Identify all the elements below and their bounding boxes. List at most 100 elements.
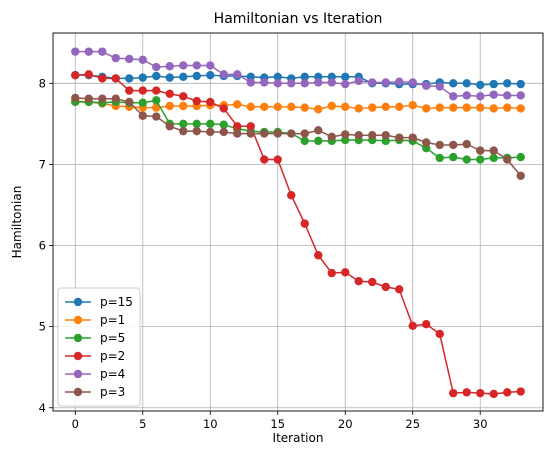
data-point bbox=[206, 97, 215, 107]
series-p=4 bbox=[71, 47, 525, 101]
data-point bbox=[233, 70, 242, 79]
data-point bbox=[138, 73, 147, 82]
data-point bbox=[246, 78, 255, 87]
data-point bbox=[341, 268, 350, 277]
data-point bbox=[395, 285, 404, 294]
data-point bbox=[327, 268, 336, 278]
data-point bbox=[300, 79, 309, 88]
legend-marker bbox=[73, 351, 83, 361]
data-point bbox=[98, 47, 107, 56]
data-point bbox=[71, 47, 80, 56]
data-point bbox=[327, 78, 336, 87]
data-point bbox=[314, 105, 323, 114]
data-point bbox=[354, 131, 363, 140]
data-point bbox=[503, 91, 512, 100]
legend-marker bbox=[73, 387, 83, 397]
legend-marker bbox=[73, 315, 83, 325]
legend-label: p=3 bbox=[100, 385, 125, 399]
data-point bbox=[206, 70, 215, 80]
data-point bbox=[489, 104, 498, 113]
series-p=3 bbox=[71, 93, 525, 180]
data-point bbox=[435, 82, 444, 91]
legend-label: p=15 bbox=[100, 295, 133, 309]
data-point bbox=[476, 146, 485, 155]
data-point bbox=[179, 119, 188, 129]
data-point bbox=[219, 70, 228, 79]
data-point bbox=[395, 133, 404, 142]
legend-label: p=4 bbox=[100, 367, 125, 381]
data-point bbox=[476, 388, 485, 398]
data-point bbox=[179, 101, 188, 111]
legend: p=15 p=1 p=5 p=2 p=4 p=3 bbox=[57, 287, 141, 407]
data-point bbox=[84, 94, 93, 103]
legend-label: p=1 bbox=[100, 313, 125, 327]
data-point bbox=[260, 78, 269, 87]
x-tick-label: 30 bbox=[473, 417, 488, 431]
data-point bbox=[489, 153, 498, 163]
data-point bbox=[354, 104, 363, 113]
chart-title: Hamiltonian vs Iteration bbox=[214, 11, 383, 27]
data-point bbox=[165, 62, 174, 71]
y-axis-label: Hamiltonian bbox=[10, 186, 24, 259]
data-point bbox=[341, 79, 350, 89]
data-point bbox=[125, 54, 134, 64]
data-point bbox=[462, 79, 471, 88]
data-point bbox=[449, 79, 458, 88]
data-point bbox=[516, 387, 525, 396]
data-point bbox=[408, 133, 417, 142]
data-point bbox=[273, 102, 282, 112]
data-point bbox=[503, 79, 512, 88]
data-point bbox=[179, 92, 188, 101]
y-tick-label: 6 bbox=[39, 239, 46, 253]
legend-item: p=2 bbox=[65, 349, 125, 363]
data-point bbox=[152, 112, 161, 121]
data-point bbox=[381, 131, 390, 140]
data-point bbox=[273, 155, 282, 164]
data-point bbox=[246, 129, 255, 138]
data-point bbox=[516, 79, 525, 89]
data-point bbox=[111, 53, 120, 63]
data-point bbox=[165, 89, 174, 99]
data-point bbox=[462, 155, 471, 164]
y-tick-label: 7 bbox=[39, 157, 46, 171]
data-point bbox=[422, 138, 431, 147]
data-point bbox=[152, 96, 161, 105]
y-tick-label: 4 bbox=[39, 401, 46, 415]
data-point bbox=[341, 130, 350, 139]
data-point bbox=[516, 152, 525, 162]
data-point bbox=[314, 251, 323, 260]
legend-marker bbox=[73, 297, 83, 307]
y-tick-label: 8 bbox=[39, 76, 46, 90]
data-point bbox=[246, 102, 255, 112]
data-point bbox=[327, 132, 336, 142]
data-point bbox=[449, 388, 458, 398]
data-point bbox=[192, 96, 201, 106]
series-line bbox=[75, 73, 521, 395]
data-point bbox=[489, 389, 498, 399]
data-point bbox=[98, 74, 107, 83]
data-point bbox=[489, 90, 498, 99]
data-point bbox=[314, 78, 323, 87]
data-point bbox=[449, 92, 458, 101]
x-tick-label: 15 bbox=[270, 417, 285, 431]
data-point bbox=[476, 80, 485, 90]
data-point bbox=[71, 93, 80, 103]
data-point bbox=[125, 86, 134, 95]
data-point bbox=[422, 320, 431, 329]
data-point bbox=[206, 119, 215, 129]
data-point bbox=[260, 102, 269, 112]
data-point bbox=[206, 61, 215, 70]
data-point bbox=[152, 71, 161, 81]
data-point bbox=[489, 79, 498, 89]
data-point bbox=[84, 47, 93, 56]
series-layer bbox=[71, 47, 525, 399]
x-tick-label: 25 bbox=[405, 417, 420, 431]
data-point bbox=[314, 126, 323, 135]
data-point bbox=[462, 103, 471, 112]
data-point bbox=[300, 136, 309, 146]
data-point bbox=[98, 94, 107, 103]
data-point bbox=[300, 72, 309, 82]
plot-area-frame bbox=[52, 32, 544, 412]
data-point bbox=[462, 91, 471, 100]
